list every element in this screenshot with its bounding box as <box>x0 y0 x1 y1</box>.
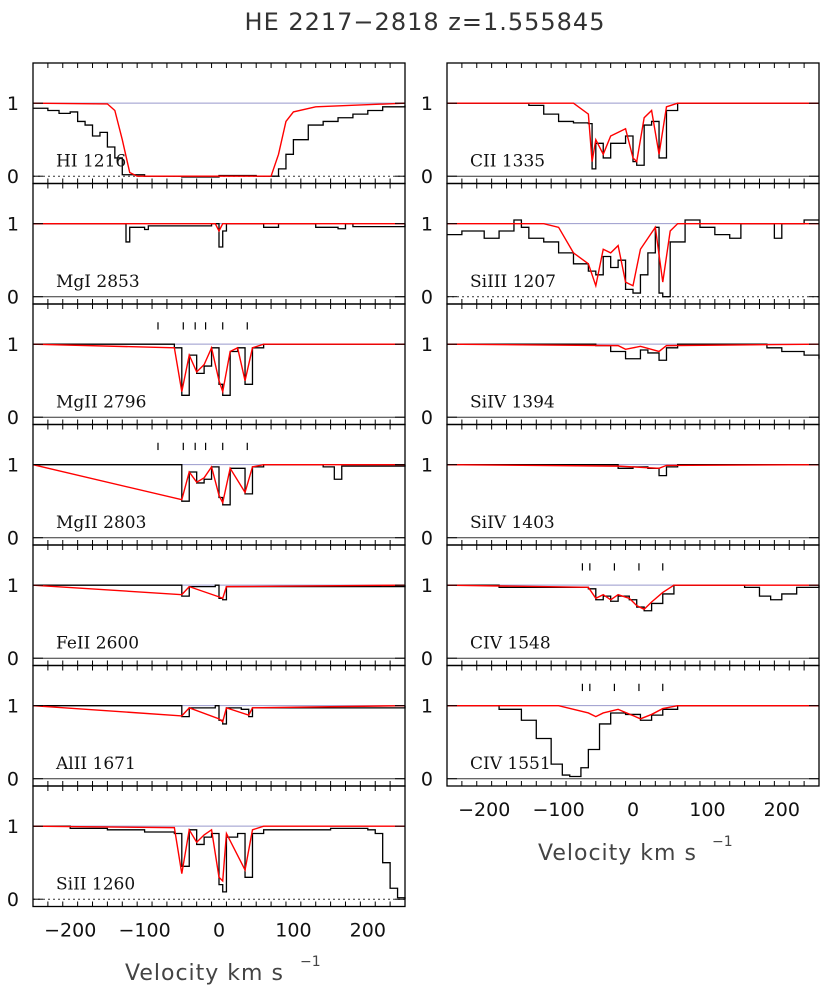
panel: 0 1 CIV 1548 <box>421 544 820 670</box>
x-tick-label: −200 <box>458 799 510 821</box>
x-axis-label-left: Velocity km s <box>125 961 284 986</box>
y-tick-label: 0 <box>7 769 19 791</box>
x-tick-label: −200 <box>44 920 96 942</box>
data-line <box>33 464 406 506</box>
y-tick-label: 1 <box>421 696 433 718</box>
x-axis-label-sup-right: −1 <box>712 834 733 850</box>
model-line <box>447 704 819 720</box>
model-line <box>446 463 820 470</box>
panel: 0 1 HI 1216 <box>7 62 406 188</box>
y-tick-label: 1 <box>7 455 19 477</box>
model-line <box>446 343 820 353</box>
y-tick-label: 0 <box>7 287 19 309</box>
ion-label: HI 1216 <box>56 152 126 172</box>
y-tick-label: 1 <box>421 214 433 236</box>
panel: 0 1 MgI 2853 <box>7 182 406 309</box>
data-line <box>33 705 406 725</box>
x-tick-label: −100 <box>119 920 171 942</box>
ion-label: AlII 1671 <box>55 754 136 774</box>
x-tick-label: −100 <box>533 799 585 821</box>
x-tick-label: 200 <box>350 920 386 942</box>
y-tick-label: 1 <box>7 696 19 718</box>
model-line <box>33 222 405 233</box>
ion-label: CIV 1551 <box>470 754 551 774</box>
x-axis-label-right: Velocity km s <box>538 841 697 866</box>
panel: 0 1 FeII 2600 <box>7 544 406 670</box>
model-line <box>446 584 819 611</box>
y-tick-label: 1 <box>421 334 433 356</box>
model-line <box>447 102 819 164</box>
x-tick-label: 100 <box>275 920 311 942</box>
y-tick-label: 0 <box>7 889 19 911</box>
y-tick-label: 1 <box>421 455 433 477</box>
panel: 0 1 SiII 1260 −200 −100 0 100 200 <box>7 785 406 942</box>
y-tick-label: 0 <box>421 769 433 791</box>
y-tick-label: 1 <box>7 575 19 597</box>
ion-label: FeII 2600 <box>56 634 139 654</box>
y-tick-label: 1 <box>7 816 19 838</box>
y-tick-label: 1 <box>7 334 19 356</box>
ion-label: SiIV 1394 <box>470 393 555 413</box>
figure-title: HE 2217−2818 z=1.555845 <box>245 8 606 36</box>
panel: 0 1 SiIV 1403 <box>421 423 820 550</box>
y-tick-label: 0 <box>421 528 433 550</box>
model-line <box>32 102 406 177</box>
y-tick-label: 1 <box>421 575 433 597</box>
y-tick-label: 0 <box>7 528 19 550</box>
data-line <box>447 343 820 361</box>
model-line <box>32 825 405 883</box>
x-tick-label: 0 <box>627 799 639 821</box>
panel: 0 1 CII 1335 <box>421 62 820 188</box>
ion-label: CII 1335 <box>470 152 545 172</box>
y-tick-label: 1 <box>7 93 19 115</box>
y-tick-label: 0 <box>7 166 19 188</box>
y-tick-label: 0 <box>421 287 433 309</box>
ion-label: MgI 2853 <box>56 272 140 292</box>
data-line <box>447 705 819 778</box>
panel-frame <box>32 785 406 908</box>
data-line <box>447 219 819 298</box>
ion-label: MgII 2796 <box>56 393 146 413</box>
data-line <box>33 825 406 900</box>
y-tick-label: 1 <box>7 214 19 236</box>
data-line <box>447 102 819 170</box>
panel: 0 1 MgII 2803 <box>7 423 406 550</box>
ion-label: SiIV 1403 <box>470 513 555 533</box>
y-tick-label: 0 <box>421 648 433 670</box>
ion-label: SiIII 1207 <box>470 272 556 292</box>
model-line <box>32 343 405 395</box>
data-line <box>33 105 406 178</box>
model-line <box>32 584 406 600</box>
panel: 0 1 MgII 2796 <box>7 303 406 429</box>
model-line <box>447 222 819 289</box>
data-line <box>33 223 406 248</box>
model-line <box>32 704 406 723</box>
panels-layer: 0 1 HI 1216 0 1 MgI 2853 0 1 MgII 2796 0 1 MgII 280… <box>7 62 820 942</box>
x-tick-label: 0 <box>213 920 225 942</box>
y-tick-label: 0 <box>7 648 19 670</box>
x-tick-label: 200 <box>764 799 800 821</box>
x-tick-label: 100 <box>689 799 725 821</box>
data-line <box>447 584 820 612</box>
y-tick-label: 0 <box>421 166 433 188</box>
data-line <box>33 584 406 601</box>
data-line <box>33 343 405 396</box>
ion-label: SiII 1260 <box>56 875 135 895</box>
ion-label: MgII 2803 <box>56 513 146 533</box>
y-tick-label: 1 <box>421 93 433 115</box>
ion-label: CIV 1548 <box>470 634 551 654</box>
panel: 0 1 CIV 1551 −200 −100 0 100 200 <box>421 664 820 821</box>
y-tick-label: 0 <box>421 407 433 429</box>
model-line <box>32 463 405 505</box>
panel: 0 1 AlII 1671 <box>7 664 406 791</box>
y-tick-label: 0 <box>7 407 19 429</box>
panel: 0 1 SiIII 1207 <box>421 182 820 309</box>
x-axis-label-sup-left: −1 <box>300 954 321 970</box>
panel-frame <box>446 664 820 787</box>
panel: 0 1 SiIV 1394 <box>421 303 820 429</box>
